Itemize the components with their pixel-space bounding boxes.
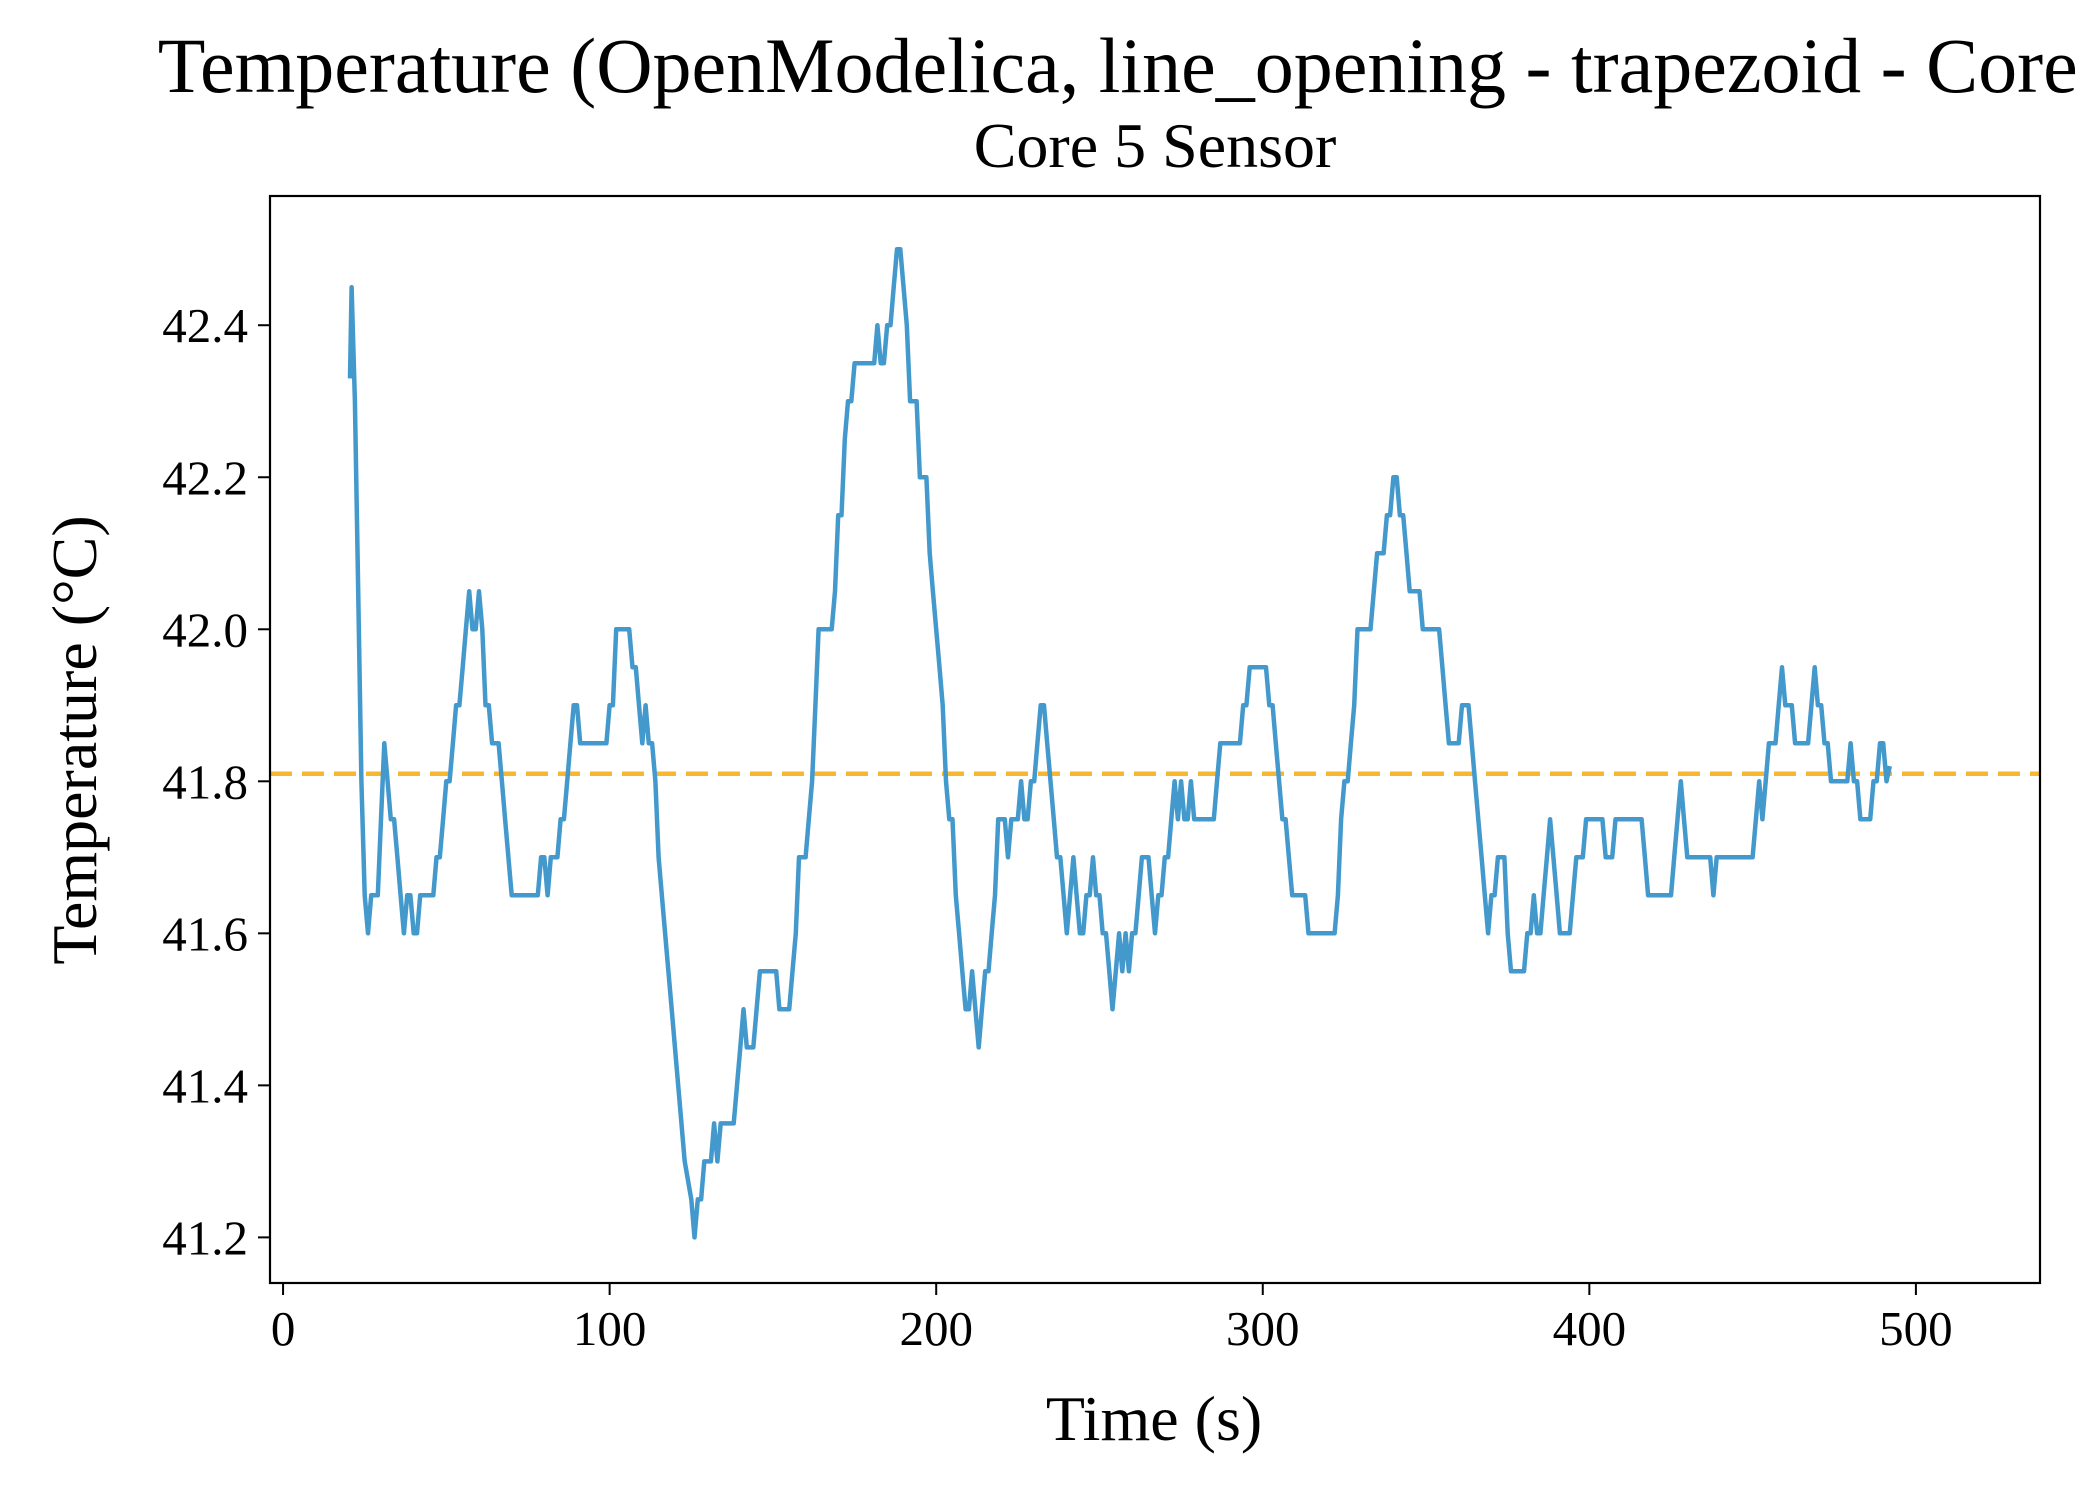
series-line-0: [347, 246, 1892, 1240]
plot-frame: [268, 194, 2042, 1285]
y-axis-label: Temperature (°C): [39, 515, 110, 964]
y-tick-label: 41.8: [162, 754, 248, 809]
x-axis-label: Time (s): [1046, 1383, 1262, 1454]
y-tick-label: 42.2: [162, 450, 248, 505]
chart-title: Temperature (OpenModelica, line_opening …: [158, 22, 2100, 109]
x-tick-label: 200: [899, 1301, 973, 1356]
x-tick-label: 400: [1553, 1301, 1627, 1356]
y-tick-label: 41.6: [162, 906, 248, 961]
y-tick-label: 41.2: [162, 1210, 248, 1265]
x-axis: 0 100 200 300 400 500: [271, 1283, 1953, 1356]
x-tick-label: 300: [1226, 1301, 1300, 1356]
plot-area: [270, 246, 2040, 1240]
x-tick-label: 500: [1879, 1301, 1953, 1356]
x-tick-label: 100: [573, 1301, 647, 1356]
y-tick-label: 41.4: [162, 1058, 248, 1113]
x-tick-label: 0: [271, 1301, 296, 1356]
y-tick-label: 42.4: [162, 298, 248, 353]
y-axis: 41.2 41.4 41.6 41.8 42.0 42.2 42.4: [162, 298, 270, 1265]
y-tick-label: 42.0: [162, 602, 248, 657]
chart-subtitle: Core 5 Sensor: [974, 110, 1337, 181]
